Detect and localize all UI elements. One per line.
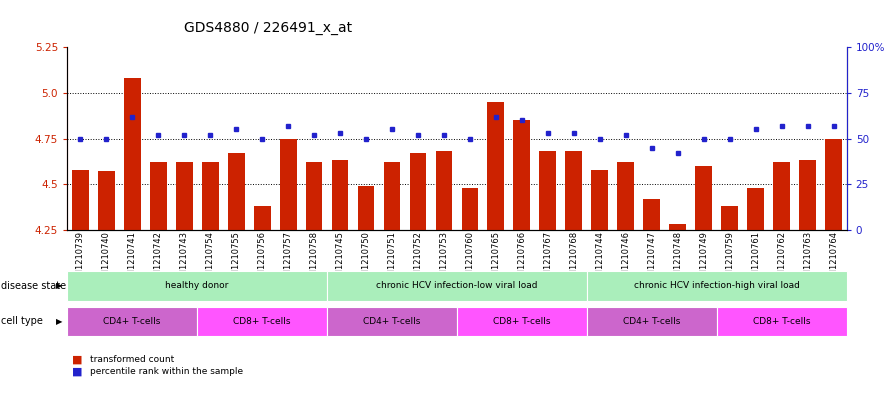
Text: ▶: ▶	[56, 281, 63, 290]
Text: CD8+ T-cells: CD8+ T-cells	[233, 317, 291, 326]
Text: ■: ■	[72, 366, 82, 376]
Bar	[825, 138, 842, 230]
Text: disease state: disease state	[1, 281, 66, 291]
Bar	[228, 153, 245, 230]
Text: cell type: cell type	[1, 316, 43, 326]
Text: ■: ■	[72, 354, 82, 365]
Bar	[591, 170, 608, 230]
Text: percentile rank within the sample: percentile rank within the sample	[90, 367, 243, 376]
Bar	[98, 171, 115, 230]
Text: chronic HCV infection-low viral load: chronic HCV infection-low viral load	[376, 281, 538, 290]
Bar	[358, 186, 375, 230]
Bar	[773, 162, 790, 230]
Bar	[202, 162, 219, 230]
Text: chronic HCV infection-high viral load: chronic HCV infection-high viral load	[633, 281, 800, 290]
Text: ▶: ▶	[56, 317, 63, 326]
Bar	[565, 151, 582, 230]
Bar	[721, 206, 738, 230]
Bar	[747, 188, 764, 230]
Text: GDS4880 / 226491_x_at: GDS4880 / 226491_x_at	[184, 21, 352, 35]
Bar	[306, 162, 323, 230]
Bar	[435, 151, 452, 230]
Text: CD8+ T-cells: CD8+ T-cells	[493, 317, 551, 326]
Bar	[124, 78, 141, 230]
Bar	[72, 170, 89, 230]
Bar	[280, 138, 297, 230]
Bar	[617, 162, 634, 230]
Bar	[176, 162, 193, 230]
Bar	[254, 206, 271, 230]
Bar	[695, 166, 712, 230]
Bar	[383, 162, 401, 230]
Text: CD4+ T-cells: CD4+ T-cells	[363, 317, 421, 326]
Bar	[799, 160, 816, 230]
Bar	[150, 162, 167, 230]
Text: healthy donor: healthy donor	[166, 281, 228, 290]
Bar	[643, 199, 660, 230]
Bar	[409, 153, 426, 230]
Bar	[669, 224, 686, 230]
Bar	[513, 120, 530, 230]
Text: CD4+ T-cells: CD4+ T-cells	[103, 317, 161, 326]
Text: CD8+ T-cells: CD8+ T-cells	[753, 317, 811, 326]
Bar	[539, 151, 556, 230]
Text: transformed count: transformed count	[90, 355, 174, 364]
Text: CD4+ T-cells: CD4+ T-cells	[623, 317, 681, 326]
Bar	[332, 160, 349, 230]
Bar	[487, 102, 504, 230]
Bar	[461, 188, 478, 230]
